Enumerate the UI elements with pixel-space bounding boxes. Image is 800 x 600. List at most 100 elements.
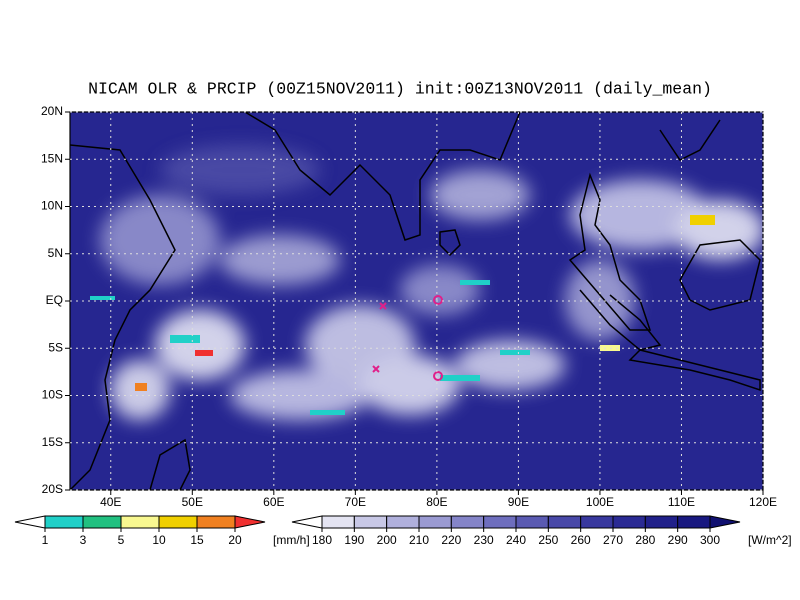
- java: [628, 349, 761, 392]
- marker-circle: [433, 371, 443, 381]
- lon-tick-label: 60E: [263, 495, 284, 509]
- lat-tick-label: 15S: [42, 435, 63, 449]
- indochina: [659, 119, 721, 161]
- legend-swatch: [547, 515, 582, 529]
- lon-tick-label: 120E: [749, 495, 777, 509]
- legend-label: 250: [538, 533, 558, 547]
- legend-label: 190: [344, 533, 364, 547]
- map-title: NICAM OLR & PRCIP (00Z15NOV2011) init:00…: [88, 79, 712, 98]
- legend-swatch: [483, 515, 517, 529]
- borneo: [679, 239, 761, 311]
- precip-cell: [500, 350, 530, 355]
- coastlines: [70, 112, 761, 490]
- legend-unit: [mm/h]: [273, 533, 310, 547]
- precip-cell: [170, 335, 200, 343]
- legend-label: 5: [118, 533, 125, 547]
- cloud: [400, 265, 480, 315]
- cloud: [455, 340, 565, 390]
- peninsula: [568, 172, 652, 331]
- legend-swatch: [515, 515, 549, 529]
- legend-triangle: [234, 515, 266, 529]
- marker-cross: [379, 302, 387, 310]
- legend-triangle: [14, 515, 46, 529]
- lon-tick-label: 40E: [100, 495, 121, 509]
- cloud: [360, 355, 460, 415]
- legend-label: 240: [506, 533, 526, 547]
- lon-tick-label: 70E: [345, 495, 366, 509]
- legend-swatch: [644, 515, 679, 529]
- legend-label: 3: [80, 533, 87, 547]
- legends: 1 3 5 10 15 20 [mm/h] 180 190 200 210 220 230 240 250 2…: [14, 515, 792, 547]
- lat-tick-label: 5S: [48, 340, 63, 354]
- lat-tick-label: 10N: [41, 199, 63, 213]
- lon-tick-label: 50E: [182, 495, 203, 509]
- legend-swatch: [353, 515, 388, 529]
- precip-cell: [310, 410, 345, 415]
- legend-swatch: [612, 515, 646, 529]
- lat-tick-label: 10S: [42, 388, 63, 402]
- lon-tick-label: 110E: [668, 495, 695, 509]
- precip-cell: [90, 296, 115, 300]
- lat-tick-label: EQ: [46, 293, 63, 307]
- legend-swatch: [677, 515, 711, 529]
- legend-label: 20: [228, 533, 242, 547]
- legend-label: 230: [474, 533, 494, 547]
- precip-cell: [195, 350, 213, 356]
- africa-coast: [70, 144, 176, 490]
- legend-swatch: [321, 515, 355, 529]
- axes: 40E 50E 60E 70E 80E 90E 100E 110E 120E 20N 15N 10N 5…: [41, 104, 777, 509]
- precip-cell: [135, 383, 147, 391]
- legend-swatch: [450, 515, 485, 529]
- marker-circle: [433, 295, 443, 305]
- legend-swatch: [580, 515, 614, 529]
- sri-lanka: [439, 229, 461, 257]
- cloud: [430, 170, 530, 220]
- asia-coast: [244, 112, 521, 241]
- precip-cell: [690, 215, 715, 225]
- legend-label: 210: [409, 533, 429, 547]
- lat-tick-label: 15N: [41, 151, 63, 165]
- legend-swatch: [82, 515, 122, 529]
- cloud-field: [100, 145, 763, 420]
- legend-label: 200: [377, 533, 397, 547]
- markers: [372, 295, 443, 381]
- legend-unit: [W/m^2]: [748, 533, 792, 547]
- legend-swatch: [196, 515, 236, 529]
- legend-swatch: [418, 515, 452, 529]
- cloud: [155, 310, 245, 380]
- legend-triangle: [709, 515, 741, 529]
- legend-swatch: [120, 515, 160, 529]
- legend-label: 300: [700, 533, 720, 547]
- legend-label: 15: [190, 533, 204, 547]
- lon-tick-label: 100E: [586, 495, 614, 509]
- cloud: [160, 145, 320, 195]
- legend-label: 1: [42, 533, 49, 547]
- cloud: [100, 195, 220, 285]
- lat-tick-label: 20S: [42, 482, 63, 496]
- legend-triangle: [291, 515, 323, 529]
- sumatra: [579, 289, 662, 351]
- legend-label: 10: [152, 533, 166, 547]
- legend-label: 280: [635, 533, 655, 547]
- legend-label: 260: [571, 533, 591, 547]
- lat-tick-label: 5N: [48, 246, 63, 260]
- lon-tick-label: 90E: [508, 495, 529, 509]
- legend-label: 220: [441, 533, 461, 547]
- legend-swatch: [158, 515, 198, 529]
- lat-tick-label: 20N: [41, 104, 63, 118]
- legend-swatch: [44, 515, 84, 529]
- precip-cell: [460, 280, 490, 285]
- lon-tick-label: 80E: [426, 495, 447, 509]
- madagascar: [149, 438, 191, 490]
- legend-swatch: [386, 515, 420, 529]
- cloud: [220, 235, 340, 285]
- legend-label: 290: [668, 533, 688, 547]
- legend-label: 180: [312, 533, 332, 547]
- precip-cell: [440, 375, 480, 381]
- legend-label: 270: [603, 533, 623, 547]
- map-field: [70, 112, 763, 490]
- marker-cross: [372, 365, 380, 373]
- cloud: [570, 180, 710, 250]
